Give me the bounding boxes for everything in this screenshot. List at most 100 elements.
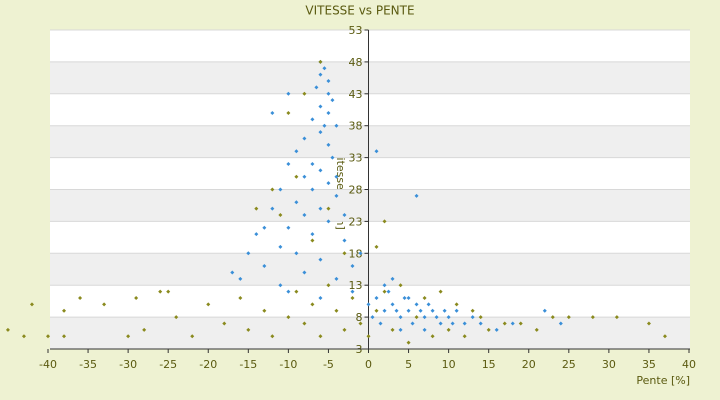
point [394,308,399,313]
x-tick-label: -5 [323,358,334,371]
point [662,334,667,339]
point [566,315,571,320]
point [322,66,327,71]
point [190,334,195,339]
x-tick-label: -15 [239,358,257,371]
point [286,161,291,166]
point [318,168,323,173]
point [238,276,243,281]
point [302,174,307,179]
point [286,91,291,96]
point [318,257,323,262]
point [314,85,319,90]
point [510,321,515,326]
point [322,123,327,128]
point [334,193,339,198]
point [326,79,331,84]
grid-band [50,61,690,94]
point [374,149,379,154]
point [422,315,427,320]
point [382,289,387,294]
point [262,308,267,313]
point [342,238,347,243]
point [502,321,507,326]
point [374,308,379,313]
point [302,213,307,218]
point [326,110,331,115]
point [462,334,467,339]
point [318,59,323,64]
point [378,321,383,326]
point [446,315,451,320]
point [326,206,331,211]
x-tick-label: -25 [159,358,177,371]
point [294,289,299,294]
point [318,295,323,300]
x-tick-label: 25 [562,358,576,371]
point [342,327,347,332]
point [278,187,283,192]
point [422,327,427,332]
point [406,340,411,345]
y-tick-label: 23 [349,215,363,228]
point [454,302,459,307]
point [294,200,299,205]
point [358,321,363,326]
x-tick-label: 0 [365,358,372,371]
point [422,295,427,300]
point [62,334,67,339]
point [342,251,347,256]
y-tick-label: 18 [349,247,363,260]
point [590,315,595,320]
point [494,327,499,332]
point [29,302,34,307]
x-tick-label: -30 [119,358,137,371]
point [350,289,355,294]
point [334,174,339,179]
x-tick-label: 40 [682,358,696,371]
point [414,315,419,320]
point [21,334,26,339]
x-tick-label: 5 [405,358,412,371]
point [390,276,395,281]
x-tick-label: 20 [522,358,536,371]
point [350,264,355,269]
point [406,308,411,313]
point [318,72,323,77]
point [434,315,439,320]
x-tick-label: 15 [482,358,496,371]
point [270,110,275,115]
point [446,327,451,332]
y-tick-label: 13 [349,279,363,292]
point [206,302,211,307]
point [470,308,475,313]
point [334,276,339,281]
point [134,295,139,300]
chart-title: VITESSE vs PENTE [305,4,414,18]
x-axis-label: Pente [%] [636,374,690,387]
point [310,117,315,122]
point [158,289,163,294]
point [342,213,347,218]
x-tick-label: -40 [39,358,57,371]
point [318,104,323,109]
point [414,302,419,307]
point [462,321,467,326]
point [334,123,339,128]
point [326,91,331,96]
point [78,295,83,300]
x-tick-label: 30 [602,358,616,371]
point [166,289,171,294]
point [358,251,363,256]
point [370,315,375,320]
point [614,315,619,320]
point [286,315,291,320]
point [142,327,147,332]
point [414,193,419,198]
point [390,327,395,332]
point [318,206,323,211]
point [534,327,539,332]
point [254,232,259,237]
point [542,308,547,313]
point [382,283,387,288]
